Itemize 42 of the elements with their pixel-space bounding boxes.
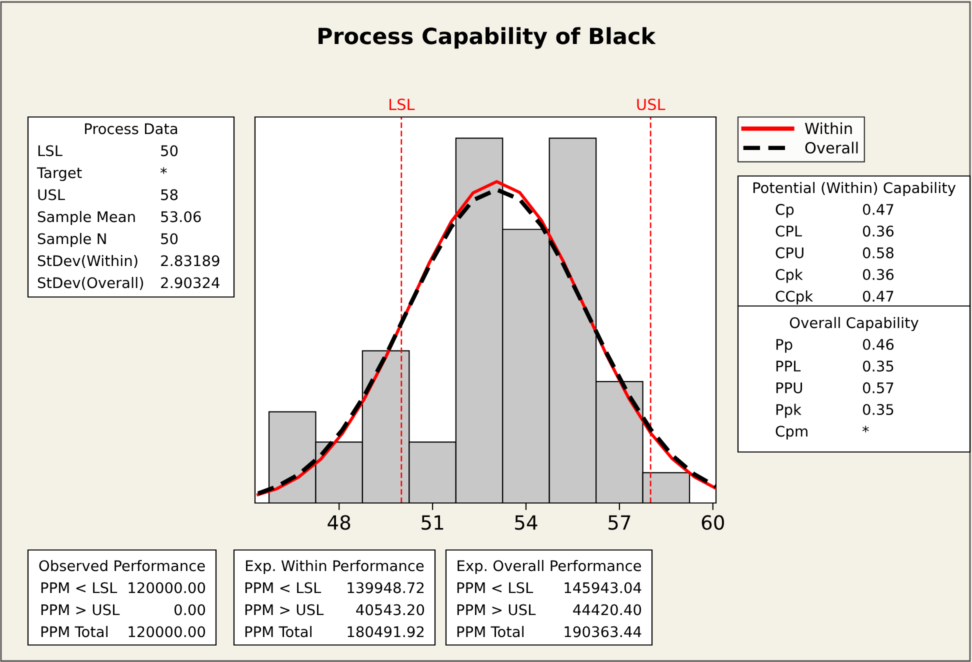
text: Potential (Within) Capability (753, 182, 956, 196)
text: USL 58 (38, 189, 178, 200)
text: Process Data (85, 123, 178, 134)
x-tick-label: 60 (702, 515, 724, 530)
text: Sample N 50 (38, 232, 178, 248)
text: PPM < LSL 120000.00 (41, 582, 206, 594)
ref-line-label: USL (637, 98, 666, 110)
text: PPM < LSL 139948.72 (245, 582, 424, 594)
text: PPM > USL 0.00 (41, 604, 206, 616)
text: Cpk 0.36 (776, 268, 894, 283)
text: Overall Capability (790, 316, 918, 332)
text: CPU 0.58 (776, 247, 894, 258)
x-tick-label: 54 (515, 515, 538, 530)
legend-label: Within (804, 122, 852, 134)
text: StDev(Overall) 2.90324 (38, 276, 220, 290)
text: Exp. Overall Performance (458, 560, 641, 574)
text: Cpm * (776, 426, 869, 440)
text: PPM Total 120000.00 (41, 626, 206, 638)
text: PPM > USL 44420.40 (457, 604, 642, 616)
legend-label: Overall (805, 142, 858, 154)
text: Pp 0.46 (776, 338, 894, 353)
text: Target * (36, 167, 167, 182)
text: PPM Total 180491.92 (245, 626, 424, 638)
text: Sample Mean 53.06 (38, 210, 201, 226)
x-tick-label: 48 (328, 515, 350, 530)
text: CCpk 0.47 (776, 290, 894, 305)
x-tick-label: 57 (608, 515, 630, 530)
text: PPL 0.35 (776, 360, 894, 372)
text: Observed Performance (39, 560, 205, 572)
text: PPM > USL 40543.20 (245, 604, 424, 616)
text: StDev(Within) 2.83189 (38, 254, 220, 268)
text: PPM Total 190363.44 (457, 626, 642, 638)
text: Exp. Within Performance (246, 560, 424, 574)
ref-line-label: LSL (390, 98, 415, 110)
text: PPU 0.57 (776, 382, 894, 394)
chart-title: Process Capability of Black (318, 27, 656, 49)
text: PPM < LSL 145943.04 (457, 582, 642, 594)
text: LSL 50 (38, 145, 178, 156)
text: Cp 0.47 (776, 204, 894, 218)
x-tick-label: 51 (422, 515, 444, 530)
text: Ppk 0.35 (776, 404, 894, 418)
text: CPL 0.36 (776, 226, 894, 237)
